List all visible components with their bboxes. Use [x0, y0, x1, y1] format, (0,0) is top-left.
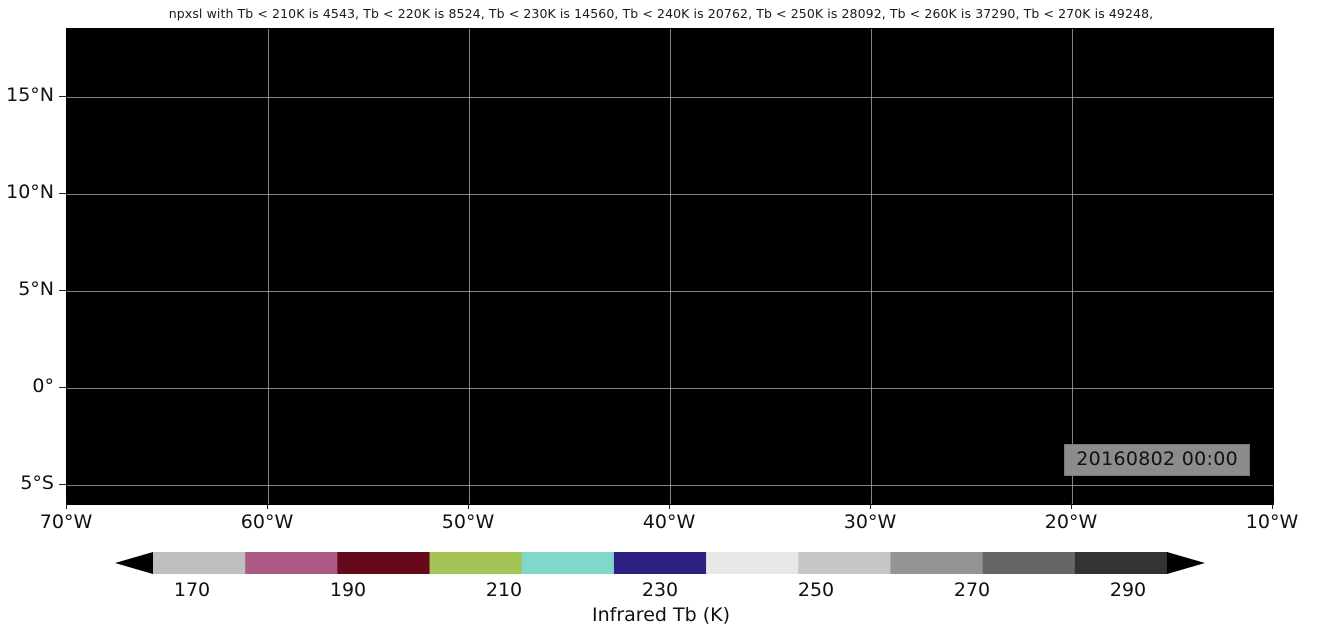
- colorbar-segment: [982, 552, 1076, 574]
- colorbar-segment: [245, 552, 338, 574]
- y-tick-label: 0°: [32, 374, 54, 397]
- x-tick-label: 20°W: [1044, 511, 1098, 533]
- colorbar-segment: [706, 552, 799, 574]
- x-tick-mark: [468, 503, 469, 509]
- y-tick-mark: [59, 386, 66, 388]
- y-tick-mark: [59, 192, 66, 194]
- colorbar-segment: [521, 552, 615, 574]
- colorbar[interactable]: [115, 552, 1205, 574]
- colorbar-extend-high: [1167, 552, 1205, 574]
- x-tick-mark: [1272, 503, 1273, 509]
- y-tick-mark: [59, 483, 66, 485]
- x-tick-label: 30°W: [843, 511, 897, 533]
- y-tick-label: 5°N: [18, 277, 54, 300]
- x-tick-mark: [267, 503, 268, 509]
- figure-title: npxsl with Tb < 210K is 4543, Tb < 220K …: [168, 6, 1154, 21]
- x-tick-label: 60°W: [240, 511, 294, 533]
- colorbar-tick-label: 270: [953, 579, 991, 601]
- colorbar-segment: [613, 552, 707, 574]
- x-tick-mark: [669, 503, 670, 509]
- colorbar-segment: [798, 552, 892, 574]
- colorbar-extend-low: [115, 552, 153, 574]
- colorbar-tick-label: 230: [641, 579, 679, 601]
- x-tick-label: 10°W: [1245, 511, 1299, 533]
- y-tick-label: 10°N: [6, 180, 54, 203]
- y-axis-tick-labels: 15°N 10°N 5°N 0° 5°S: [0, 0, 66, 639]
- x-tick-mark: [870, 503, 871, 509]
- colorbar-tick-label: 250: [797, 579, 835, 601]
- colorbar-tick-label: 290: [1109, 579, 1147, 601]
- x-tick-label: 70°W: [39, 511, 93, 533]
- colorbar-axis-label: Infrared Tb (K): [592, 604, 730, 626]
- colorbar-tick-label: 190: [329, 579, 367, 601]
- colorbar-segment: [429, 552, 523, 574]
- colorbar-segment: [1074, 552, 1168, 574]
- colorbar-swatches: [115, 552, 1205, 574]
- colorbar-segment: [153, 552, 246, 574]
- colorbar-segment: [890, 552, 984, 574]
- y-tick-mark: [59, 95, 66, 97]
- x-tick-label: 40°W: [642, 511, 696, 533]
- y-tick-mark: [59, 289, 66, 291]
- x-tick-mark: [66, 503, 67, 509]
- x-tick-mark: [1071, 503, 1072, 509]
- colorbar-segment: [337, 552, 431, 574]
- x-tick-label: 50°W: [441, 511, 495, 533]
- colorbar-tick-label: 210: [485, 579, 523, 601]
- colorbar-tick-label: 170: [173, 579, 211, 601]
- y-tick-label: 5°S: [20, 471, 54, 494]
- y-tick-label: 15°N: [6, 83, 54, 106]
- timestamp-badge: 20160802 00:00: [1064, 444, 1250, 476]
- map-panel[interactable]: 20160802 00:00: [66, 28, 1274, 505]
